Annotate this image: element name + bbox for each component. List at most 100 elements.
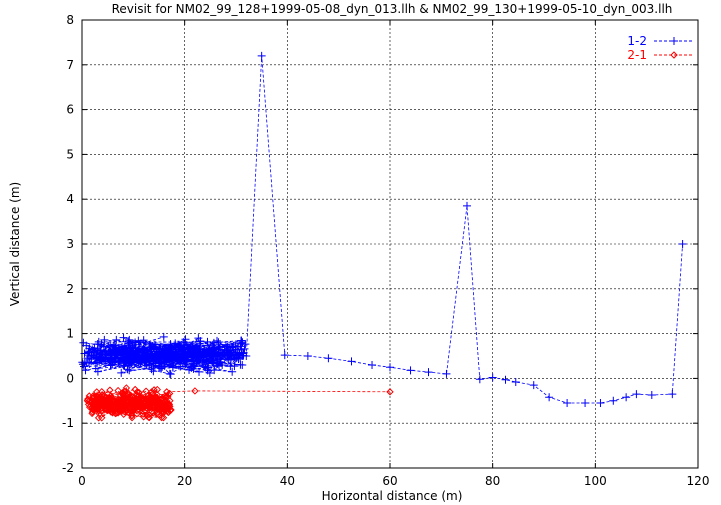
point-1-2 bbox=[216, 350, 225, 359]
x-tick-label: 100 bbox=[584, 474, 607, 488]
point-1-2 bbox=[215, 342, 224, 351]
point-1-2 bbox=[190, 361, 199, 370]
point-2-1 bbox=[191, 387, 199, 395]
point-1-2 bbox=[114, 357, 123, 366]
point-1-2 bbox=[545, 393, 554, 402]
point-1-2 bbox=[215, 361, 223, 370]
y-tick-label: 4 bbox=[66, 192, 74, 206]
point-1-2 bbox=[511, 377, 520, 386]
point-2-1 bbox=[119, 390, 128, 398]
point-2-1 bbox=[118, 389, 126, 397]
point-2-1 bbox=[92, 388, 101, 396]
point-1-2 bbox=[386, 363, 394, 372]
point-1-2 bbox=[205, 368, 214, 377]
point-2-1 bbox=[144, 391, 152, 400]
point-1-2 bbox=[226, 362, 235, 371]
point-1-2 bbox=[157, 364, 166, 373]
point-1-2 bbox=[128, 341, 137, 350]
point-1-2 bbox=[118, 342, 127, 351]
legend-label-1-2: 1-2 bbox=[627, 34, 647, 48]
y-tick-label: 0 bbox=[66, 371, 74, 385]
legend-marker-2-1 bbox=[670, 51, 678, 59]
point-1-2 bbox=[368, 360, 377, 369]
point-1-2 bbox=[182, 340, 191, 349]
point-1-2 bbox=[201, 350, 210, 359]
point-1-2 bbox=[236, 360, 245, 369]
legend-label-2-1: 2-1 bbox=[627, 48, 647, 62]
point-2-1 bbox=[165, 403, 173, 412]
point-1-2 bbox=[324, 354, 333, 363]
series-2-1 bbox=[83, 384, 394, 422]
x-tick-label: 60 bbox=[382, 474, 397, 488]
point-2-1 bbox=[126, 393, 134, 401]
y-tick-label: 5 bbox=[66, 147, 74, 161]
point-1-2 bbox=[442, 369, 451, 378]
y-tick-label: 7 bbox=[66, 58, 74, 72]
point-1-2 bbox=[198, 359, 207, 368]
point-1-2 bbox=[91, 364, 100, 373]
point-1-2 bbox=[475, 375, 484, 384]
point-2-1 bbox=[113, 397, 122, 405]
point-1-2 bbox=[122, 351, 131, 360]
point-2-1 bbox=[151, 393, 160, 401]
point-2-1 bbox=[132, 395, 141, 403]
point-2-1 bbox=[133, 410, 141, 418]
point-2-1 bbox=[162, 388, 171, 396]
point-2-1 bbox=[157, 405, 165, 414]
y-tick-label: 6 bbox=[66, 103, 74, 117]
point-2-1 bbox=[133, 391, 141, 399]
legend: 1-2 2-1 bbox=[627, 34, 693, 62]
point-1-2 bbox=[125, 366, 134, 375]
point-2-1 bbox=[148, 408, 156, 416]
point-1-2 bbox=[119, 333, 128, 342]
point-2-1 bbox=[94, 414, 103, 422]
point-2-1 bbox=[153, 409, 161, 418]
point-2-1 bbox=[107, 392, 115, 400]
y-tick-label: -1 bbox=[62, 416, 74, 430]
point-2-1 bbox=[97, 395, 105, 404]
tick-labels: 0 20 40 60 80 100 120 -2 -1 0 1 2 3 4 5 6 7 8 bbox=[62, 13, 709, 488]
chart-title: Revisit for NM02_99_128+1999-05-08_dyn_0… bbox=[112, 2, 673, 16]
point-1-2 bbox=[79, 362, 88, 371]
point-1-2 bbox=[596, 399, 605, 408]
y-tick-label: 2 bbox=[66, 282, 74, 296]
point-2-1 bbox=[124, 403, 133, 412]
point-1-2 bbox=[161, 347, 170, 356]
point-1-2 bbox=[166, 352, 175, 361]
point-1-2 bbox=[142, 361, 151, 370]
point-2-1 bbox=[111, 403, 119, 412]
point-2-1 bbox=[105, 399, 113, 407]
point-1-2 bbox=[463, 201, 471, 210]
point-1-2 bbox=[220, 345, 229, 354]
point-1-2 bbox=[118, 353, 127, 362]
point-2-1 bbox=[93, 405, 102, 413]
point-1-2 bbox=[668, 390, 677, 399]
point-1-2 bbox=[151, 357, 160, 366]
data-series bbox=[78, 51, 687, 422]
x-tick-label: 80 bbox=[485, 474, 500, 488]
point-1-2 bbox=[132, 351, 141, 360]
point-2-1 bbox=[136, 401, 145, 409]
point-1-2 bbox=[226, 347, 235, 356]
point-1-2 bbox=[189, 348, 198, 357]
point-1-2 bbox=[647, 390, 656, 399]
x-tick-label: 0 bbox=[78, 474, 86, 488]
point-1-2 bbox=[137, 345, 146, 354]
point-1-2 bbox=[213, 359, 222, 368]
x-tick-label: 40 bbox=[280, 474, 295, 488]
point-1-2 bbox=[86, 352, 95, 361]
point-1-2 bbox=[201, 363, 210, 372]
point-1-2 bbox=[99, 342, 108, 351]
point-1-2 bbox=[235, 348, 244, 357]
point-1-2 bbox=[177, 342, 186, 351]
point-1-2 bbox=[84, 359, 93, 368]
point-2-1 bbox=[106, 386, 114, 394]
point-1-2 bbox=[210, 366, 219, 375]
point-1-2 bbox=[97, 356, 106, 365]
point-1-2 bbox=[101, 359, 110, 368]
point-1-2 bbox=[171, 339, 180, 348]
point-2-1 bbox=[127, 401, 136, 409]
y-axis-label: Vertical distance (m) bbox=[8, 182, 22, 306]
point-1-2 bbox=[94, 337, 103, 346]
